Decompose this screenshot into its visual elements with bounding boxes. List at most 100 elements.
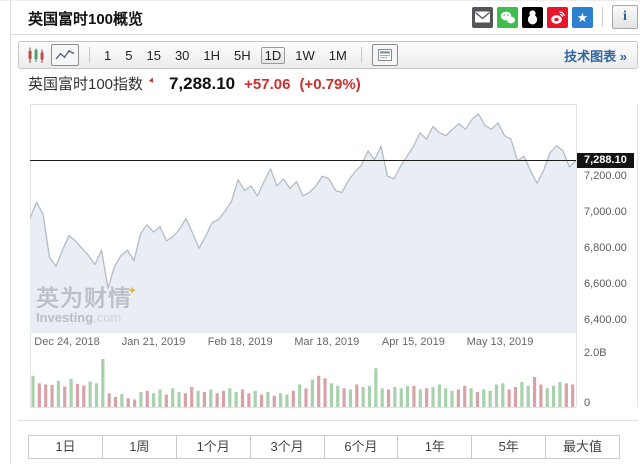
- volume-bar: [152, 393, 156, 408]
- range-max[interactable]: 最大值: [545, 435, 620, 459]
- volume-bar: [513, 387, 518, 407]
- y-axis-label: 6,400.00: [584, 314, 627, 327]
- y-axis-label: 6,800.00: [584, 242, 627, 255]
- current-price-badge: 7,288.10: [577, 152, 634, 168]
- volume-bar: [253, 390, 257, 408]
- interval-1d[interactable]: 1D: [260, 46, 286, 64]
- range-1y[interactable]: 1年: [397, 435, 473, 459]
- volume-bar: [405, 385, 410, 408]
- volume-bar: [196, 390, 200, 408]
- range-6m[interactable]: 6个月: [323, 435, 399, 459]
- volume-bar: [107, 393, 111, 408]
- range-3m[interactable]: 3个月: [249, 435, 325, 459]
- volume-bar: [158, 389, 162, 407]
- volume-bar: [82, 385, 86, 407]
- interval-1m[interactable]: 1M: [328, 47, 347, 63]
- volume-bar: [259, 394, 264, 407]
- current-price-line: [30, 160, 576, 162]
- y-axis-label: 7,000.00: [584, 206, 627, 219]
- qq-penguin-icon: [527, 10, 538, 25]
- interval-1[interactable]: 1: [104, 47, 112, 63]
- quote-row: 英国富时100指数 ▲ 7,288.10 +57.06 (+0.79%): [28, 73, 361, 94]
- volume-bar: [520, 382, 524, 407]
- volume-bar: [291, 390, 295, 408]
- quote-price: 7,288.10: [168, 74, 236, 93]
- candlestick-chart-button[interactable]: [27, 47, 45, 64]
- volume-bar: [69, 379, 73, 407]
- volume-bar: [310, 379, 314, 407]
- range-1w[interactable]: 1周: [101, 435, 177, 459]
- volume-bar: [323, 378, 327, 407]
- volume-bar: [298, 384, 302, 407]
- volume-bar: [571, 384, 575, 407]
- interval-1h[interactable]: 1H: [203, 47, 221, 63]
- volume-bar: [564, 383, 568, 408]
- wechat-bubbles-icon: [500, 11, 515, 23]
- volume-bar: [190, 387, 194, 407]
- volume-bar: [380, 388, 384, 408]
- price-area-path: [30, 113, 576, 333]
- line-chart-button[interactable]: [51, 44, 79, 66]
- star-icon: ★: [576, 9, 589, 25]
- volume-bar: [56, 380, 60, 408]
- weibo-share-icon[interactable]: [547, 6, 568, 28]
- date-label: Feb 18, 2019: [207, 336, 273, 348]
- volume-bar: [552, 385, 556, 408]
- quote-name: 英国富时100指数: [28, 76, 144, 93]
- volume-bar: [329, 383, 333, 408]
- volume-bar: [202, 392, 207, 407]
- share-separator: [602, 7, 603, 27]
- volume-bar: [342, 388, 346, 408]
- qzone-share-icon[interactable]: ★: [572, 6, 593, 28]
- volume-bar: [507, 389, 511, 407]
- volume-bar: [285, 394, 289, 407]
- toolbar-separator: [89, 47, 90, 63]
- interval-5[interactable]: 5: [125, 47, 133, 63]
- interval-15[interactable]: 15: [146, 47, 161, 63]
- interval-5h[interactable]: 5H: [234, 47, 251, 63]
- plot-top-border: [30, 104, 576, 105]
- date-label: May 13, 2019: [466, 336, 534, 348]
- volume-bar: [266, 392, 270, 407]
- volume-bar: [145, 390, 149, 408]
- email-share-icon[interactable]: [472, 6, 493, 28]
- quote-change: +57.06: [244, 76, 291, 93]
- news-panel-button[interactable]: [371, 44, 398, 66]
- price-up-marker-icon: ▲: [146, 73, 158, 86]
- volume-bar: [279, 393, 283, 408]
- interval-30[interactable]: 30: [174, 47, 190, 63]
- interval-1w[interactable]: 1W: [295, 47, 315, 63]
- news-panel-icon: [377, 49, 392, 61]
- qq-share-icon[interactable]: [522, 6, 543, 28]
- volume-bar: [221, 390, 226, 408]
- tech-chart-link[interactable]: 技术图表 »: [564, 48, 627, 64]
- volume-bar: [75, 384, 80, 407]
- volume-bar: [120, 394, 124, 407]
- page-left-border: [10, 1, 11, 464]
- volume-bar: [425, 388, 429, 408]
- volume-bar: [183, 393, 187, 408]
- volume-bar: [215, 393, 219, 408]
- volume-bar: [240, 389, 245, 407]
- info-button[interactable]: i: [612, 5, 638, 29]
- volume-bar: [418, 389, 422, 407]
- volume-chart-canvas[interactable]: [30, 353, 576, 408]
- volume-bar: [63, 386, 67, 407]
- volume-bar: [393, 387, 397, 407]
- volume-bar: [532, 377, 537, 407]
- volume-bar: [272, 395, 276, 408]
- volume-bar: [101, 359, 105, 407]
- volume-bar: [348, 389, 353, 407]
- date-label: Mar 18, 2019: [294, 336, 360, 348]
- range-1m[interactable]: 1个月: [175, 435, 251, 459]
- range-1d[interactable]: 1日: [28, 435, 103, 459]
- range-5y[interactable]: 5年: [471, 435, 547, 459]
- volume-bar: [463, 385, 467, 408]
- volume-bar: [437, 384, 441, 407]
- volume-bar: [228, 388, 232, 408]
- wechat-share-icon[interactable]: [497, 6, 518, 28]
- quote-change-pct: (+0.79%): [299, 76, 361, 93]
- volume-bar: [94, 383, 99, 408]
- volume-bar: [234, 392, 238, 407]
- price-chart-canvas[interactable]: 英为财情✦ Investing.com: [30, 104, 576, 333]
